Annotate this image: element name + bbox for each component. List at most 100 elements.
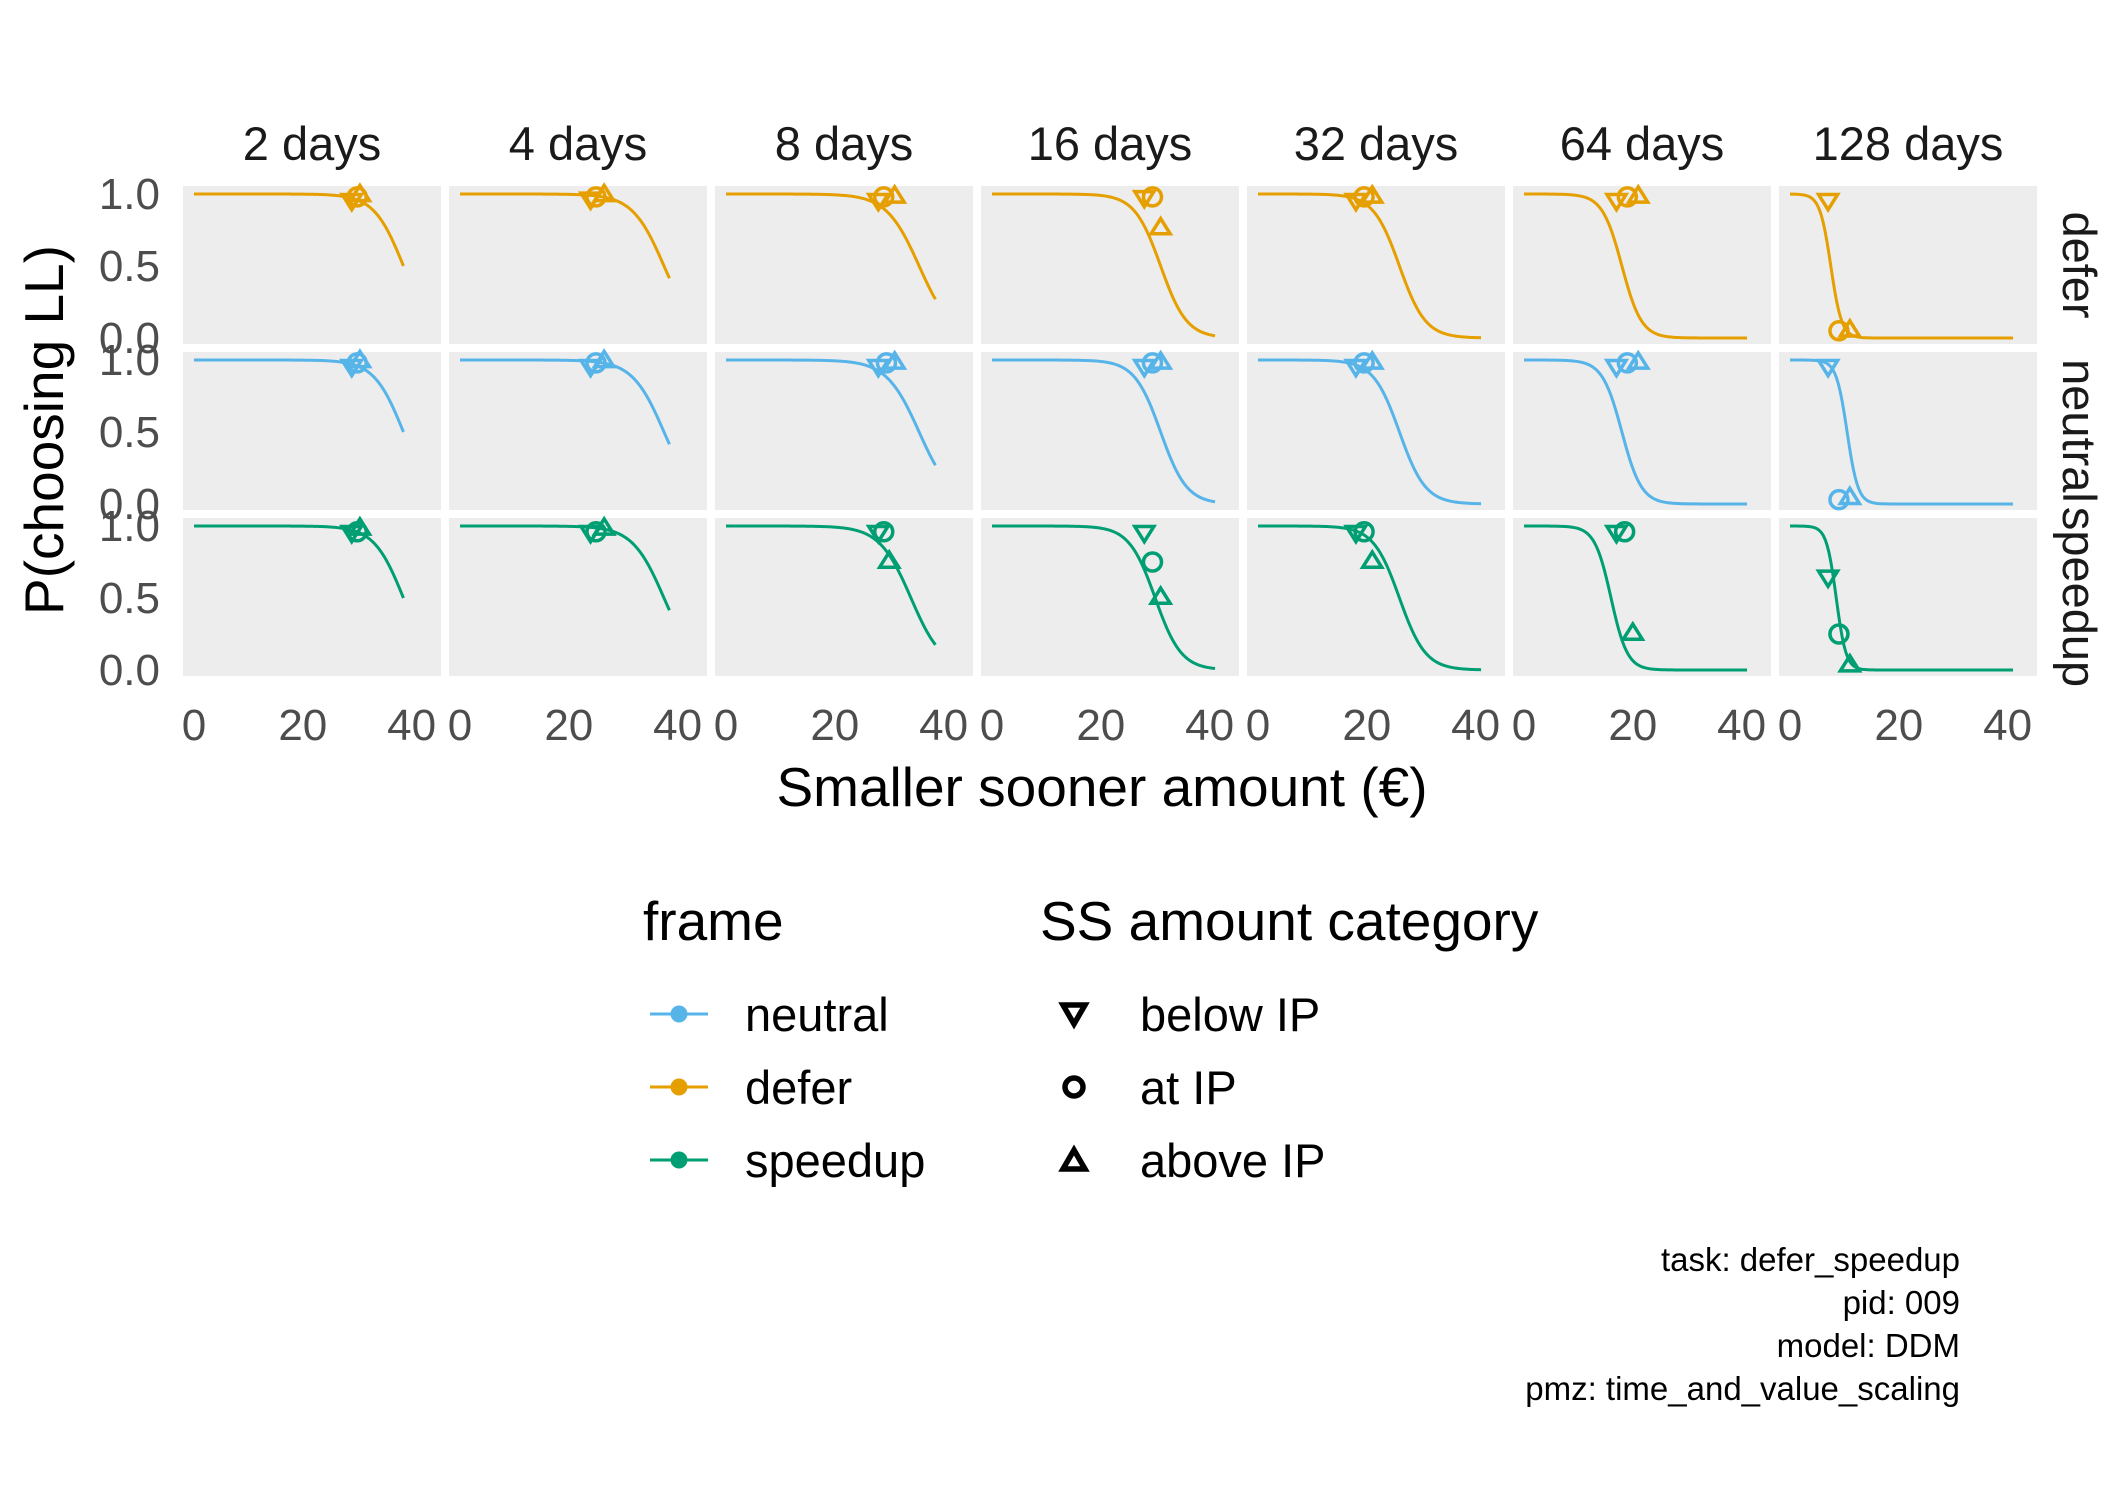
point-at-ip	[1353, 186, 1375, 208]
point-at-ip	[1141, 186, 1164, 208]
panel-neutral-8-days	[715, 349, 973, 510]
legend-below-ip-icon	[1058, 1002, 1090, 1030]
point-at-ip	[875, 352, 898, 374]
caption-block: task: defer_speedup pid: 009 model: DDM …	[1525, 1238, 1960, 1410]
curve-neutral	[726, 358, 937, 467]
point-above-ip	[876, 548, 902, 569]
x-tick-label: 40	[1983, 701, 2032, 750]
y-tick-label: 1.0	[99, 336, 160, 385]
caption-task: task: defer_speedup	[1660, 1241, 1960, 1278]
point-above-ip	[591, 348, 617, 369]
legend-speedup-label: speedup	[745, 1134, 925, 1187]
panel-background	[1779, 518, 2037, 676]
caption-model: model: DDM	[1776, 1327, 1960, 1364]
axis-ticks: 1.00.50.01.00.50.01.00.50.00 20 40 0 20 40 0 20…	[99, 170, 2032, 750]
curve-speedup	[726, 524, 937, 646]
curve-defer	[992, 192, 1216, 338]
panel-background	[715, 518, 973, 676]
x-tick-label: 0	[1512, 701, 1536, 750]
legend-defer-label: defer	[745, 1061, 852, 1114]
column-strip-label: 128 days	[1813, 117, 2004, 170]
point-at-ip	[585, 352, 607, 374]
column-strip-label: 16 days	[1028, 117, 1193, 170]
panel-background	[1513, 518, 1771, 676]
point-above-ip	[881, 349, 908, 370]
legend-at-ip-icon	[1062, 1075, 1086, 1099]
legend-below-ip-label: below IP	[1140, 988, 1320, 1041]
panel-background	[1247, 352, 1505, 510]
point-above-ip	[1147, 584, 1174, 605]
point-at-ip	[1828, 623, 1850, 645]
curve-speedup	[992, 524, 1216, 671]
point-at-ip	[1353, 521, 1375, 543]
legend-defer-dot	[670, 1078, 688, 1096]
x-tick-label: 20	[1874, 701, 1923, 750]
facet-panels	[183, 182, 2037, 676]
panel-neutral-128-days	[1779, 352, 2037, 511]
curve-defer	[194, 192, 405, 267]
row-strip-neutral: neutral	[2053, 359, 2106, 503]
point-above-ip	[591, 515, 617, 536]
point-above-ip	[1620, 620, 1646, 641]
y-axis-title: P(choosing LL)	[13, 245, 75, 615]
panel-background	[449, 352, 707, 510]
curve-neutral	[1258, 358, 1482, 506]
point-above-ip	[1837, 317, 1863, 338]
curve-defer	[1524, 192, 1748, 340]
panel-neutral-64-days	[1513, 349, 1771, 510]
curve-neutral	[1524, 358, 1748, 506]
point-at-ip	[873, 186, 895, 208]
x-tick-label: 0	[714, 701, 738, 750]
point-above-ip	[1359, 548, 1385, 569]
point-at-ip	[1828, 320, 1850, 342]
curve-speedup	[460, 524, 671, 611]
point-below-ip	[1815, 358, 1841, 380]
panel-defer-4-days	[449, 182, 707, 344]
panel-background	[1779, 352, 2037, 510]
panel-speedup-64-days	[1513, 518, 1771, 676]
column-strip-label: 2 days	[243, 117, 381, 170]
y-tick-label: 1.0	[99, 170, 160, 219]
point-above-ip	[347, 515, 373, 536]
point-at-ip	[1616, 352, 1639, 374]
curve-neutral	[992, 358, 1216, 504]
legend-frame: frame neutral defer speedup	[643, 890, 925, 1187]
caption-pmz: pmz: time_and_value_scaling	[1525, 1370, 1960, 1407]
y-tick-label: 0.5	[99, 242, 160, 291]
panel-defer-8-days	[715, 183, 973, 344]
panel-background	[183, 518, 441, 676]
panel-background	[449, 518, 707, 676]
legend-frame-item-speedup: speedup	[650, 1134, 925, 1187]
column-strip-label: 64 days	[1560, 117, 1725, 170]
panel-background	[715, 186, 973, 344]
point-above-ip	[1837, 484, 1863, 506]
x-tick-label: 0	[1246, 701, 1270, 750]
point-at-ip	[1828, 488, 1850, 511]
x-tick-label: 20	[544, 701, 593, 750]
panel-speedup-8-days	[715, 518, 973, 676]
panel-background	[183, 352, 441, 510]
point-above-ip	[591, 182, 617, 203]
point-above-ip	[1147, 349, 1174, 370]
legend-category: SS amount category below IP at IP above …	[1040, 890, 1539, 1187]
y-tick-label: 0.5	[99, 408, 160, 457]
panel-speedup-2-days	[183, 515, 441, 676]
panel-background	[981, 352, 1239, 510]
panel-background	[1247, 518, 1505, 676]
legend-frame-item-defer: defer	[650, 1061, 852, 1114]
x-tick-label: 40	[919, 701, 968, 750]
x-tick-label: 40	[1185, 701, 1234, 750]
curve-defer	[1789, 192, 2014, 340]
point-above-ip	[1625, 183, 1651, 204]
x-tick-label: 0	[1778, 701, 1802, 750]
curve-neutral	[460, 358, 671, 445]
x-tick-label: 20	[1076, 701, 1125, 750]
point-below-ip	[1815, 569, 1841, 590]
panel-neutral-2-days	[183, 348, 441, 510]
x-tick-label: 20	[1608, 701, 1657, 750]
x-tick-label: 40	[1451, 701, 1500, 750]
point-at-ip	[585, 186, 607, 208]
legend-above-ip-icon	[1058, 1144, 1090, 1172]
